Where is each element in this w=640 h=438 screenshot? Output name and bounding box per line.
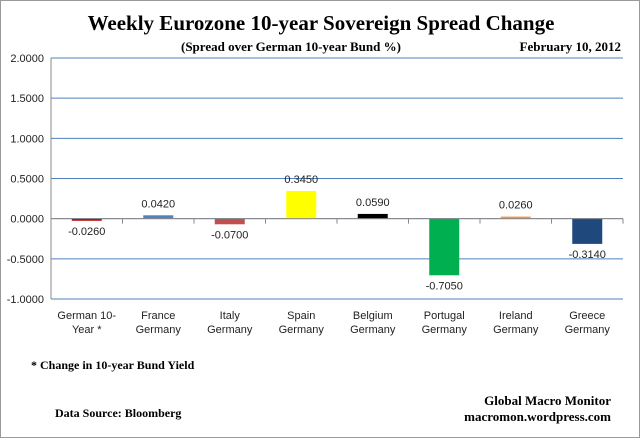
footnote: * Change in 10-year Bund Yield (31, 358, 195, 372)
x-tick-label: Greece (569, 310, 605, 322)
data-label: -0.0700 (211, 229, 248, 241)
y-tick-label: -1.0000 (7, 294, 44, 306)
x-tick-label: Germany (350, 324, 396, 336)
y-tick-label: 1.5000 (10, 93, 44, 105)
x-tick-label: Spain (287, 310, 315, 322)
x-tick-label: Germany (136, 324, 182, 336)
bar (357, 213, 388, 219)
y-tick-label: 0.0000 (10, 214, 44, 226)
bar (429, 218, 460, 276)
x-tick-label: Year * (72, 324, 102, 336)
bar (500, 216, 531, 219)
credit-name: Global Macro Monitor (484, 393, 611, 408)
x-tick-label: Germany (207, 324, 253, 336)
credit-url: macromon.wordpress.com (464, 409, 611, 424)
y-tick-label: 1.0000 (10, 133, 44, 145)
data-label: 0.0590 (356, 197, 390, 209)
data-label: 0.0260 (499, 200, 533, 212)
bar (71, 218, 102, 221)
bar (286, 190, 317, 219)
x-tick-label: Germany (565, 324, 611, 336)
data-label: 0.0420 (141, 198, 175, 210)
data-source: Data Source: Bloomberg (55, 406, 182, 420)
bar (214, 218, 245, 225)
x-tick-label: France (141, 310, 175, 322)
y-tick-label: 2.0000 (10, 53, 44, 65)
bar (143, 215, 174, 219)
y-tick-label: -0.5000 (7, 254, 44, 266)
data-label: -0.3140 (569, 249, 606, 261)
x-tick-label: German 10- (57, 310, 116, 322)
data-label: 0.3450 (284, 174, 318, 186)
x-tick-label: Germany (422, 324, 468, 336)
data-label: -0.0260 (68, 226, 105, 238)
x-tick-label: Portugal (424, 310, 465, 322)
chart-subtitle: (Spread over German 10-year Bund %) (181, 39, 401, 54)
y-tick-label: 0.5000 (10, 174, 44, 186)
chart-date: February 10, 2012 (519, 39, 621, 54)
x-tick-label: Ireland (499, 310, 533, 322)
chart-title: Weekly Eurozone 10-year Sovereign Spread… (87, 11, 555, 35)
x-tick-label: Germany (493, 324, 539, 336)
bar (572, 218, 603, 244)
x-tick-label: Italy (220, 310, 241, 322)
x-tick-label: Belgium (353, 310, 393, 322)
x-tick-label: Germany (279, 324, 325, 336)
data-label: -0.7050 (426, 280, 463, 292)
